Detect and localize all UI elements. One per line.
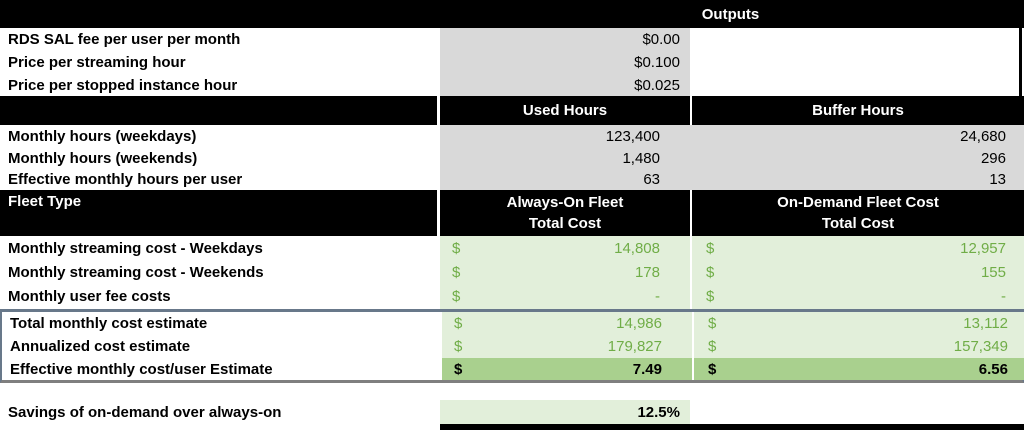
row-label: Monthly user fee costs	[8, 288, 171, 305]
table-row: Monthly hours (weekdays) 123,400 24,680	[0, 125, 1024, 147]
always-on-cost-cell[interactable]: $ 14,808	[440, 236, 690, 260]
row-label: RDS SAL fee per user per month	[8, 31, 241, 48]
spacer-row	[0, 383, 1024, 400]
row-label: Monthly hours (weekdays)	[8, 127, 197, 145]
dollar-sign: $	[706, 239, 715, 257]
cell-value: 155	[980, 263, 1006, 281]
table-row: Total monthly cost estimate $ 14,986 $ 1…	[2, 312, 1024, 335]
on-demand-annualized-cell[interactable]: $ 157,349	[694, 335, 1024, 358]
cell-value: -	[1001, 288, 1006, 305]
dollar-sign: $	[454, 360, 463, 378]
on-demand-total-cell[interactable]: $ 13,112	[694, 312, 1024, 335]
cell-value: 178	[634, 263, 660, 281]
on-demand-header-line1: On-Demand Fleet Cost	[777, 194, 939, 211]
savings-row: Savings of on-demand over always-on 12.5…	[0, 400, 1024, 424]
always-on-header-cell: Always-On Fleet Total Cost	[440, 190, 690, 236]
row-label: Monthly streaming cost - Weekends	[8, 263, 264, 281]
table-row: Price per stopped instance hour $0.025	[0, 74, 1024, 96]
hours-header-row: Used Hours Buffer Hours	[0, 96, 1024, 125]
cell-value: 7.49	[632, 360, 662, 378]
dollar-sign: $	[452, 239, 461, 257]
dollar-sign: $	[452, 288, 461, 305]
cutoff-left-blank	[0, 424, 440, 430]
used-hours-cell[interactable]: 123,400	[440, 125, 690, 147]
outputs-header-left-cell	[0, 0, 437, 28]
table-row: Price per streaming hour $0.100	[0, 51, 1024, 74]
always-on-cost-cell[interactable]: $ 178	[440, 260, 690, 284]
row-label: Effective monthly cost/user Estimate	[10, 360, 273, 378]
savings-label: Savings of on-demand over always-on	[8, 403, 282, 421]
always-on-header-line2: Total Cost	[528, 215, 602, 232]
dollar-sign: $	[708, 338, 717, 355]
cell-value: 14,986	[616, 315, 662, 332]
cutoff-black-bar	[440, 424, 1024, 430]
row-label: Monthly streaming cost - Weekdays	[8, 239, 263, 257]
table-row: RDS SAL fee per user per month $0.00	[0, 28, 1024, 51]
table-row: Monthly hours (weekends) 1,480 296	[0, 147, 1024, 169]
empty-cell	[690, 28, 1022, 51]
outputs-header-cell: Outputs	[437, 0, 1024, 28]
empty-cell	[690, 51, 1022, 74]
fleet-type-header-cell: Fleet Type	[0, 190, 437, 236]
dollar-sign: $	[454, 338, 463, 355]
cell-value: 12,957	[960, 239, 1006, 257]
pricing-value-cell[interactable]: $0.00	[440, 28, 690, 51]
table-row: Monthly user fee costs $ - $ -	[0, 284, 1024, 309]
row-label: Monthly hours (weekends)	[8, 149, 198, 167]
cutoff-header-row	[0, 424, 1024, 430]
pricing-value-cell[interactable]: $0.100	[440, 51, 690, 74]
row-label: Price per stopped instance hour	[8, 76, 238, 94]
outputs-title: Outputs	[701, 5, 760, 23]
table-row: Effective monthly cost/user Estimate $ 7…	[2, 358, 1024, 380]
buffer-hours-header-cell: Buffer Hours	[692, 96, 1024, 125]
on-demand-cost-cell[interactable]: $ 155	[692, 260, 1024, 284]
row-label: Total monthly cost estimate	[10, 315, 208, 332]
table-row: Effective monthly hours per user 63 13	[0, 169, 1024, 190]
outputs-header-row: Outputs	[0, 0, 1024, 28]
cell-value: 6.56	[978, 360, 1008, 378]
used-hours-cell[interactable]: 1,480	[440, 147, 690, 169]
cell-value: 179,827	[607, 338, 662, 355]
hours-header-left-cell	[0, 96, 437, 125]
totals-box: Total monthly cost estimate $ 14,986 $ 1…	[0, 309, 1024, 383]
used-hours-cell[interactable]: 63	[440, 169, 690, 190]
savings-value-cell[interactable]: 12.5%	[440, 400, 690, 424]
buffer-hours-cell[interactable]: 296	[692, 147, 1024, 169]
empty-cell	[690, 74, 1022, 96]
on-demand-cost-cell[interactable]: $ 12,957	[692, 236, 1024, 260]
buffer-hours-cell[interactable]: 13	[692, 169, 1024, 190]
row-label: Price per streaming hour	[8, 54, 186, 71]
row-label: Effective monthly hours per user	[8, 171, 243, 188]
dollar-sign: $	[706, 263, 715, 281]
on-demand-header-line2: Total Cost	[821, 215, 895, 232]
always-on-annualized-cell[interactable]: $ 179,827	[442, 335, 692, 358]
cell-value: 13,112	[963, 315, 1008, 332]
cell-value: 14,808	[614, 239, 660, 257]
dollar-sign: $	[452, 263, 461, 281]
buffer-hours-cell[interactable]: 24,680	[692, 125, 1024, 147]
table-row: Annualized cost estimate $ 179,827 $ 157…	[2, 335, 1024, 358]
always-on-per-user-cell[interactable]: $ 7.49	[442, 358, 692, 380]
cell-value: -	[655, 288, 660, 305]
always-on-header-line1: Always-On Fleet	[506, 194, 624, 211]
empty-cell	[690, 400, 1022, 424]
used-hours-header-cell: Used Hours	[440, 96, 690, 125]
table-row: Monthly streaming cost - Weekends $ 178 …	[0, 260, 1024, 284]
dollar-sign: $	[708, 315, 717, 332]
always-on-total-cell[interactable]: $ 14,986	[442, 312, 692, 335]
table-row: Monthly streaming cost - Weekdays $ 14,8…	[0, 236, 1024, 260]
dollar-sign: $	[706, 288, 715, 305]
on-demand-header-cell: On-Demand Fleet Cost Total Cost	[692, 190, 1024, 236]
dollar-sign: $	[454, 315, 463, 332]
dollar-sign: $	[708, 360, 717, 378]
fleet-header-row: Fleet Type Always-On Fleet Total Cost On…	[0, 190, 1024, 236]
on-demand-per-user-cell[interactable]: $ 6.56	[694, 358, 1024, 380]
pricing-value-cell[interactable]: $0.025	[440, 74, 690, 96]
row-label: Annualized cost estimate	[10, 338, 191, 355]
always-on-cost-cell[interactable]: $ -	[440, 284, 690, 309]
cell-value: 157,349	[953, 338, 1008, 355]
on-demand-cost-cell[interactable]: $ -	[692, 284, 1024, 309]
